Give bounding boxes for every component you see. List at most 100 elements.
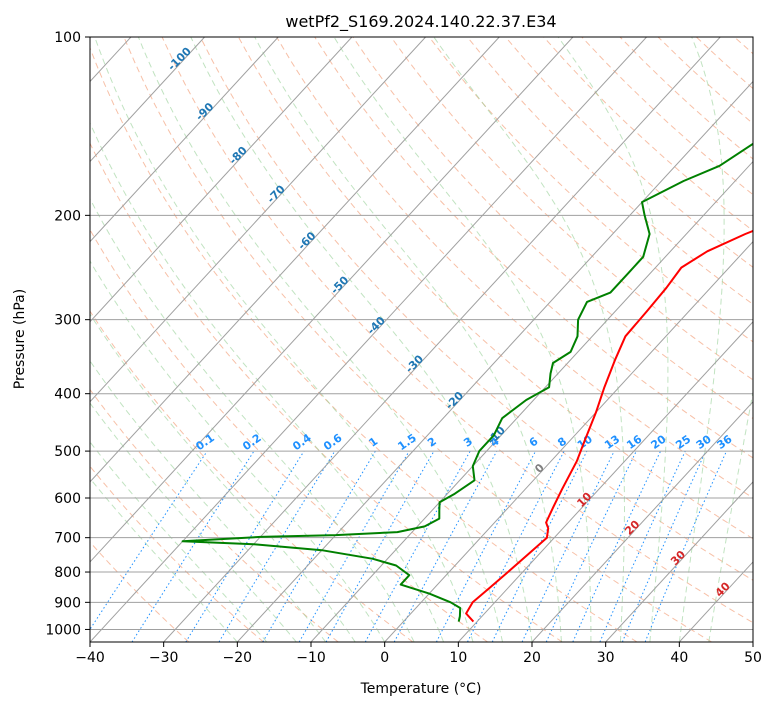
mixing-ratio-label: 1: [367, 435, 381, 450]
isotherm-line: [90, 37, 647, 642]
dry-adiabat: [428, 37, 753, 343]
dry-adiabat: [90, 541, 190, 642]
dry-adiabat: [466, 37, 753, 305]
dry-adiabat: [90, 142, 563, 642]
dry-adiabat: [276, 37, 753, 499]
mixing-ratio-line: [491, 450, 588, 642]
x-tick-label: 10: [449, 650, 467, 666]
dry-adiabat: [90, 228, 488, 642]
mixing-ratio-line: [621, 450, 707, 642]
isotherm-line: [90, 37, 426, 403]
x-tick-label: 0: [380, 650, 389, 666]
dry-adiabat-label: -80: [227, 144, 250, 167]
mixing-ratio-line: [90, 450, 208, 631]
dry-adiabat: [619, 37, 753, 160]
mixing-ratio-line: [185, 450, 305, 642]
dry-adiabat: [314, 37, 753, 459]
y-tick-label: 900: [54, 595, 81, 611]
background-lines: [90, 37, 753, 642]
moist-adiabat: [254, 37, 562, 642]
y-tick-label: 1000: [45, 622, 81, 638]
isotherm-line: [0, 37, 57, 642]
mixing-ratio-label: 16: [624, 432, 644, 452]
moist-adiabat: [90, 360, 327, 642]
moist-adiabat: [678, 37, 725, 642]
axis-ticks: −40 −30 −20 −10 0 10 20 30 40 5010020030040050060…: [45, 30, 762, 666]
mixing-ratio-label: 25: [673, 433, 693, 452]
adiabat-labels: 0.1 0.2 0.4 0.6 1 1.5 2 3 4 6 8 10 13 16 20 25 30 36-100-…: [165, 44, 735, 599]
y-tick-label: 100: [54, 30, 81, 46]
moist-adiabat: [90, 197, 415, 642]
dry-adiabat-label: -60: [295, 229, 318, 252]
isotherm-line: [678, 561, 753, 642]
x-axis-label: Temperature (°C): [360, 681, 482, 697]
moist-adiabat: [557, 37, 669, 642]
plot-frame: [89, 36, 754, 643]
mixing-ratio-line: [545, 450, 637, 642]
y-tick-label: 200: [54, 208, 81, 224]
dry-adiabat: [543, 37, 753, 232]
dewpoint-profile-line: [181, 142, 753, 622]
isotherm-line: [90, 37, 574, 563]
mixing-ratio-label: 3: [461, 435, 475, 450]
mixing-ratio-line: [393, 450, 498, 642]
x-tick-label: 40: [670, 650, 688, 666]
mixing-ratio-label: 0.4: [290, 431, 314, 453]
dry-adiabat: [123, 37, 712, 642]
dry-adiabat: [199, 37, 753, 581]
mixing-ratio-label: 0.1: [193, 431, 216, 453]
moist-adiabat-label: 30: [668, 548, 688, 568]
dry-adiabat-label: -70: [265, 182, 288, 205]
x-tick-label: 20: [523, 650, 541, 666]
y-tick-label: 800: [54, 565, 81, 581]
isotherm-line: [531, 401, 753, 642]
moist-adiabat: [94, 37, 474, 642]
dry-adiabat: [90, 388, 339, 642]
x-tick-label: 30: [597, 650, 615, 666]
isotherm-line: [310, 160, 753, 642]
y-tick-label: 500: [54, 444, 81, 460]
y-tick-label: 300: [54, 313, 81, 329]
mixing-ratio-line: [599, 450, 686, 642]
isotherm-line: [90, 37, 353, 323]
isotherm-line: [90, 37, 205, 163]
x-tick-label: −20: [223, 650, 253, 666]
x-tick-label: 50: [744, 650, 762, 666]
mixing-ratio-line: [131, 450, 255, 642]
dry-adiabat-label: -90: [193, 100, 216, 123]
dry-adiabat: [505, 37, 753, 268]
dry-adiabat-label: -30: [403, 352, 426, 375]
moist-adiabat: [433, 37, 625, 642]
mixing-ratio-label: 1.5: [395, 431, 418, 453]
y-tick-label: 700: [54, 531, 81, 547]
moist-adiabat: [333, 37, 592, 642]
moist-adiabat: [137, 37, 503, 642]
x-tick-label: −30: [149, 650, 179, 666]
dry-adiabat: [90, 465, 264, 642]
mixing-ratio-label: 6: [527, 435, 541, 450]
mixing-ratio-line: [364, 450, 471, 642]
moist-adiabat: [190, 37, 533, 642]
mixing-ratio-label: 36: [715, 432, 735, 452]
x-tick-label: −40: [75, 650, 105, 666]
mixing-ratio-line: [218, 450, 336, 642]
moist-adiabat-label: 20: [622, 517, 642, 537]
moist-adiabat-label: 40: [713, 579, 733, 599]
mixing-ratio-label: 0.6: [321, 431, 345, 453]
dry-adiabat: [695, 37, 753, 90]
dry-adiabat: [352, 37, 753, 420]
isotherm-line: [752, 641, 753, 642]
dry-adiabat: [161, 37, 753, 624]
dry-adiabat-label: -100: [165, 44, 194, 73]
mixing-ratio-line: [572, 450, 662, 642]
moist-adiabat: [90, 477, 238, 642]
dry-adiabat: [90, 46, 638, 642]
moist-adiabat: [90, 313, 356, 642]
y-tick-label: 400: [54, 387, 81, 403]
isotherm-line: [163, 37, 721, 642]
isotherm-line: [457, 320, 753, 642]
isotherm-line: [90, 37, 500, 483]
dry-adiabat-label: -40: [365, 314, 388, 337]
y-tick-label: 600: [54, 491, 81, 507]
